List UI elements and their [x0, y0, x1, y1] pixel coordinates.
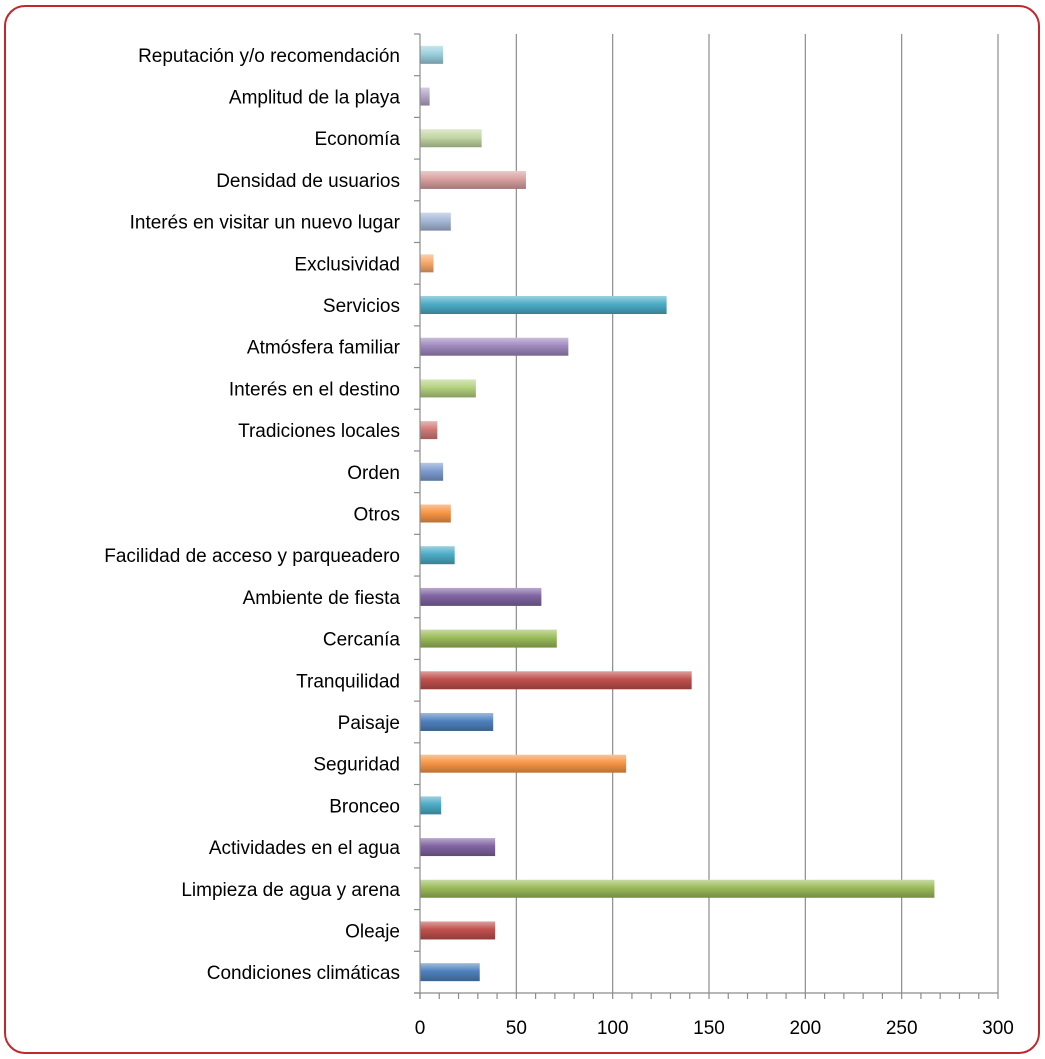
bar: [420, 754, 627, 773]
category-label: Ambiente de fiesta: [243, 588, 401, 609]
bar: [420, 337, 569, 356]
category-label: Paisaje: [338, 713, 400, 734]
category-label: Otros: [354, 505, 400, 526]
category-label: Actividades en el agua: [209, 838, 401, 859]
x-tick-label: 300: [982, 1018, 1014, 1039]
x-tick-label: 150: [693, 1018, 725, 1039]
bar: [420, 629, 557, 648]
category-label: Interés en visitar un nuevo lugar: [130, 213, 401, 234]
bar: [420, 379, 476, 398]
category-label: Reputación y/o recomendación: [138, 46, 400, 67]
bar: [420, 712, 494, 731]
category-label: Tranquilidad: [296, 671, 400, 692]
category-label: Tradiciones locales: [238, 421, 400, 442]
bar: [420, 45, 444, 64]
bar: [420, 879, 935, 898]
bar: [420, 421, 438, 440]
bar: [420, 796, 442, 815]
bar: [420, 170, 526, 189]
bar: [420, 587, 542, 606]
category-label: Economía: [314, 129, 400, 150]
x-tick-label: 0: [415, 1018, 426, 1039]
bar: [420, 671, 692, 690]
bar: [420, 838, 496, 857]
chart-border: [4, 5, 1040, 1054]
category-label: Atmósfera familiar: [247, 338, 401, 359]
x-tick-label: 200: [789, 1018, 821, 1039]
bar: [420, 254, 434, 273]
gridlines: [515, 34, 999, 993]
bar: [420, 87, 430, 106]
bar: [420, 504, 451, 523]
bar: [420, 546, 455, 565]
category-label: Oleaje: [345, 921, 400, 942]
bar: [420, 296, 667, 315]
bar: [420, 129, 482, 148]
bar: [420, 963, 480, 982]
category-label: Bronceo: [329, 796, 400, 817]
category-label: Densidad de usuarios: [216, 171, 400, 192]
category-label: Orden: [347, 463, 400, 484]
category-label: Interés en el destino: [229, 379, 400, 400]
category-label: Cercanía: [323, 630, 401, 651]
category-label: Facilidad de acceso y parqueadero: [104, 546, 400, 567]
bar: [420, 921, 496, 940]
category-label: Amplitud de la playa: [229, 88, 401, 109]
axes: [414, 33, 999, 999]
bar: [420, 212, 451, 231]
bars: [420, 45, 935, 982]
category-label: Servicios: [323, 296, 400, 317]
bar: [420, 462, 444, 481]
category-label: Seguridad: [313, 755, 400, 776]
x-tick-label: 250: [886, 1018, 918, 1039]
labels: Condiciones climáticas Oleaje Limpieza de …: [104, 46, 1014, 1039]
category-label: Limpieza de agua y arena: [181, 880, 400, 901]
category-label: Condiciones climáticas: [207, 963, 400, 984]
x-tick-label: 100: [597, 1018, 629, 1039]
category-label: Exclusividad: [294, 254, 400, 275]
x-tick-label: 50: [506, 1018, 527, 1039]
